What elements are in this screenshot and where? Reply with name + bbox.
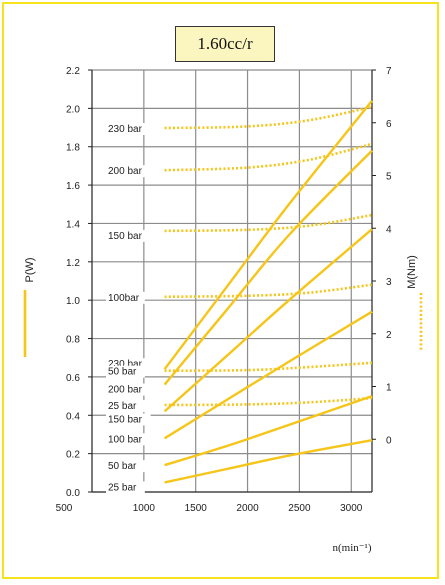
power-label-3: 100 bar [108,434,143,445]
y-right-tick-label: 6 [386,119,392,130]
torque-label-5: 25 bar [108,401,137,412]
x-axis-label: n(min⁻¹) [332,542,371,554]
torque-label-4: 50 bar [108,367,137,378]
torque-label-4-bg [106,365,145,378]
chart-frame [2,2,439,579]
torque-label-2: 150 bar [108,231,143,242]
power-label-5: 25 bar [108,482,137,493]
power-label-1-bg [106,383,151,396]
torque-label-1-bg [106,165,151,178]
torque-label-5-bg [106,399,145,412]
torque-line-1 [164,142,373,172]
y-left-tick-label: 1.2 [66,258,80,269]
torque-label-3-bg [106,291,145,304]
y-left-tick-label: 2.2 [66,66,80,77]
torque-label-0-bg [106,123,151,136]
power-label-3-bg [106,433,151,446]
y-left-tick-label: 0.4 [66,411,80,422]
x-tick-label: 2500 [288,503,311,514]
power-label-2: 150 bar [108,414,143,425]
torque-line-0 [164,105,373,130]
y-right-tick-label: 7 [386,66,392,77]
power-line-2 [163,228,373,413]
series-layer [163,99,373,484]
torque-label-2-bg [106,229,151,242]
chart-title: 1.60cc/r [175,26,275,62]
x-tick-label: 1000 [133,503,156,514]
axis-legend: P(W) M(Nm) n(min⁻¹) [23,255,423,554]
power-label-2-bg [106,413,151,426]
power-line-0 [163,99,373,370]
y-left-tick-label: 1.0 [66,296,80,307]
torque-line-5 [164,396,373,407]
y-right-tick-label: 4 [386,224,392,235]
power-line-3 [163,310,373,440]
y-left-tick-label: 0.0 [66,488,80,499]
x-tick-label: 1500 [185,503,208,514]
power-line-1 [163,149,373,386]
y-right-tick-label: 2 [386,330,392,341]
y-left-tick-label: 0.8 [66,335,80,346]
power-label-4-bg [106,460,145,473]
y-right-tick-label: 0 [386,435,392,446]
x-tick-label: 3000 [340,503,363,514]
power-line-5 [164,439,373,484]
torque-line-3 [164,283,373,299]
y-right-tick-label: 1 [386,383,392,394]
power-label-1: 200 bar [108,385,143,396]
series-labels: 230 bar 200 bar 150 bar 100 bar 50 bar 25 bar… [106,123,151,494]
torque-line-2 [164,213,373,233]
y-right-tick-label: 5 [386,172,392,183]
torque-label-0: 230 bar [108,124,143,135]
power-line-4 [164,394,373,467]
torque-label-3: 100bar [108,293,140,304]
y-left-axis-label: P(W) [24,257,36,282]
y-left-tick-label: 1.6 [66,181,80,192]
y-left-tick-label: 0.6 [66,373,80,384]
tick-labels: 500 1000 1500 2000 2500 3000 0.0 0.2 0.4 0.6 0.8 1.… [56,66,392,514]
y-left-tick-label: 0.2 [66,450,80,461]
power-label-5-bg [106,481,145,494]
y-right-tick-label: 3 [386,277,392,288]
y-left-tick-label: 1.4 [66,219,80,230]
torque-line-4 [164,361,373,372]
torque-label-1: 200 bar [108,166,143,177]
power-label-0: 230 bar [108,359,143,370]
y-left-tick-label: 1.8 [66,143,80,154]
y-left-tick-label: 2.0 [66,104,80,115]
x-tick-label: 500 [56,503,73,514]
y-right-axis-label: M(Nm) [406,255,418,289]
x-tick-label: 2000 [236,503,259,514]
power-label-4: 50 bar [108,461,137,472]
